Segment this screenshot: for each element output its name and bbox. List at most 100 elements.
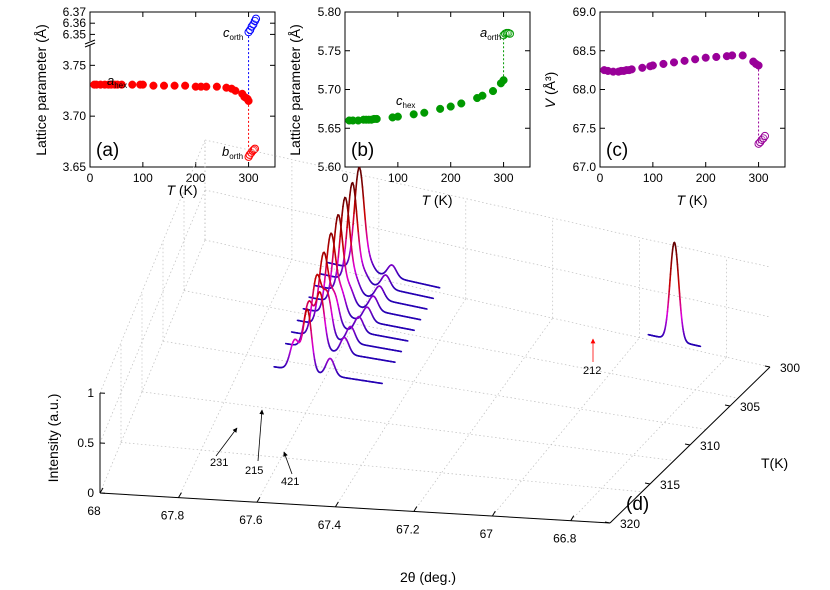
panel-a-xlabel: T (K): [166, 182, 197, 198]
curve-T-300-K--212-: [647, 241, 702, 348]
arrow-421: [283, 451, 293, 475]
curve-seg: [309, 321, 312, 332]
panel-a-label: (a): [96, 140, 119, 161]
twotheta-tick-1: [178, 492, 182, 498]
twotheta-tick-label-1: 67.8: [161, 509, 185, 523]
point-c_orth-5: [251, 14, 261, 23]
curve-seg: [303, 312, 307, 319]
panel-b-xlabel: T (K): [421, 192, 452, 208]
temp-tick-label-3: 315: [660, 478, 680, 492]
curve-seg: [336, 256, 340, 267]
temp-tick-label-4: 320: [620, 517, 640, 531]
y-tick-label-2: 68.0: [573, 83, 597, 97]
point-a_hex-14: [170, 81, 179, 90]
twotheta-tick-label-3: 67.4: [318, 518, 342, 532]
curve-seg: [356, 221, 360, 234]
grid-left-h-0: [99, 189, 206, 444]
curve-seg: [312, 345, 315, 355]
peak-label-231: 231: [210, 457, 228, 469]
x-tick-label-2: 200: [441, 171, 461, 185]
curve-seg: [325, 326, 328, 335]
curve-seg: [357, 231, 361, 243]
panel-d-curves: [273, 166, 702, 385]
panel-b-axis-ticks: 0 100 200 300 5.60 5.65 5.70 5.75 5.80: [318, 5, 530, 185]
curve-seg: [325, 256, 328, 264]
curve-seg: [318, 267, 322, 278]
x-tick-label-0: 0: [87, 171, 94, 185]
curve-seg: [341, 262, 345, 269]
curve-seg: [323, 312, 326, 322]
point-c_hex-18: [488, 87, 498, 96]
point-a_hex-19: [212, 82, 221, 91]
curve-seg: [356, 171, 359, 181]
curve-seg: [330, 261, 334, 272]
curve-T-302-K: [314, 196, 428, 310]
grid-back-h-0: [204, 189, 771, 318]
curve-seg: [345, 226, 348, 240]
curve-seg: [352, 212, 355, 226]
curve-seg: [342, 250, 346, 261]
curve-seg: [327, 238, 330, 248]
curve-seg: [366, 238, 369, 247]
grid-floor-u-0: [99, 239, 206, 494]
y-tick-label-upper-1: 6.36: [63, 16, 87, 30]
curve-seg: [337, 246, 341, 258]
panel-c-axis-ticks: 0 100 200 300 67.0 67.5 68.0 68.5 69.0: [573, 5, 785, 185]
curve-seg: [365, 229, 368, 240]
x-tick-label-3: 300: [494, 171, 514, 185]
curve-seg: [335, 217, 338, 225]
temp-tick-4: [604, 521, 611, 524]
curve-seg: [361, 186, 365, 199]
curve-seg: [344, 265, 348, 274]
curve-seg: [311, 288, 315, 298]
curve-seg: [349, 236, 353, 248]
panel-b-points: [345, 28, 515, 125]
grid-floor-u-1: [178, 259, 293, 498]
panel-b-ylabel: Lattice parameter (Å): [287, 24, 303, 156]
curve-seg: [353, 200, 356, 214]
curve-seg: [354, 200, 358, 213]
curve-seg: [326, 267, 330, 276]
curve-seg: [355, 210, 359, 223]
c-orth-label: corth: [223, 25, 243, 42]
curve-seg: [302, 322, 305, 331]
panel-b: 0 100 200 300 5.60 5.65 5.70 5.75 5.80 Lattice p…: [287, 5, 531, 208]
curve-seg: [333, 231, 336, 243]
curve-seg: [334, 271, 338, 279]
curve-seg: [345, 201, 349, 210]
panel-d-label: (d): [626, 494, 649, 515]
twotheta-tick-2: [256, 496, 261, 503]
curve-seg: [329, 270, 333, 280]
curve-seg: [331, 319, 335, 326]
curve-seg: [327, 284, 331, 292]
panel-d-zlabel: T(K): [761, 455, 788, 471]
curve-seg: [324, 319, 327, 329]
curve-seg: [364, 219, 368, 232]
grid-floor-v-5: [204, 239, 771, 368]
y-tick-label-2: 5.70: [318, 83, 342, 97]
grid-floor-v-2: [141, 391, 675, 461]
arrow-215: [257, 409, 265, 462]
curve-seg: [334, 256, 338, 266]
curve-seg: [320, 255, 324, 263]
point-a_hex-13: [159, 81, 169, 90]
grid-floor-u-5: [492, 337, 640, 517]
x-tick-label-1: 100: [133, 171, 153, 185]
curve-seg: [321, 288, 325, 297]
y-tick-label-1: 5.65: [318, 121, 342, 135]
y-tick-label-0: 5.60: [318, 160, 342, 174]
curve-seg: [350, 245, 354, 256]
x-tick-label-1: 100: [388, 171, 408, 185]
y-tick-label-4: 5.80: [318, 5, 342, 19]
curve-seg: [301, 328, 304, 336]
curve-seg: [347, 216, 351, 228]
curve-seg: [360, 255, 363, 263]
y-tick-label-lower-1: 3.70: [63, 109, 87, 123]
curve-seg: [342, 199, 345, 208]
curve-seg: [331, 313, 334, 321]
point-V_hex-11: [648, 61, 657, 70]
panel-c-ylabel: V (Å³): [542, 72, 558, 109]
curve-seg: [348, 194, 351, 206]
